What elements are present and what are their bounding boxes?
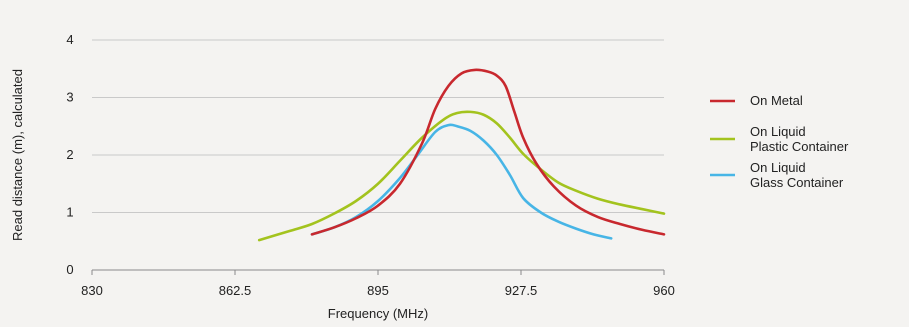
series-line-on-liquid-glass-container xyxy=(310,123,613,240)
legend-label-line: On Metal xyxy=(750,93,803,108)
grid xyxy=(92,39,664,271)
series-layer xyxy=(257,68,666,242)
y-axis: 0 1 2 3 4 xyxy=(66,32,73,277)
y-tick-label: 1 xyxy=(66,205,73,220)
legend-label-line: On Liquid xyxy=(750,124,806,139)
y-axis-title: Read distance (m), calculated xyxy=(10,69,25,241)
x-tick-label: 830 xyxy=(81,283,103,298)
legend-label-line: Plastic Container xyxy=(750,139,849,154)
legend-label-line: On Liquid xyxy=(750,160,806,175)
x-axis: 830 862.5 895 927.5 960 xyxy=(81,270,675,298)
x-tick-label: 862.5 xyxy=(219,283,252,298)
x-axis-title: Frequency (MHz) xyxy=(328,306,428,321)
y-tick-label: 2 xyxy=(66,147,73,162)
series-line-on-metal xyxy=(310,68,666,236)
y-tick-label: 4 xyxy=(66,32,73,47)
x-tick-label: 895 xyxy=(367,283,389,298)
x-tick-label: 960 xyxy=(653,283,675,298)
legend-label: On Liquid Glass Container xyxy=(750,160,844,190)
y-tick-label: 3 xyxy=(66,90,73,105)
y-tick-label: 0 xyxy=(66,262,73,277)
legend-label: On Metal xyxy=(750,93,803,108)
legend-label: On Liquid Plastic Container xyxy=(750,124,849,154)
series-line-on-liquid-plastic-container xyxy=(257,110,666,242)
legend-label-line: Glass Container xyxy=(750,175,844,190)
x-tick-label: 927.5 xyxy=(505,283,538,298)
